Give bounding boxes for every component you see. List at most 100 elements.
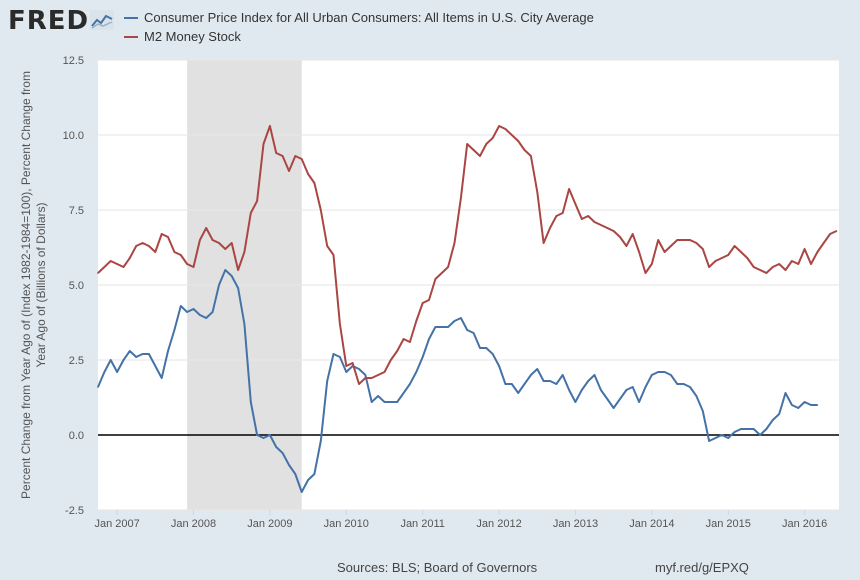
- data-point-m2: [135, 245, 137, 247]
- data-point-m2: [262, 143, 265, 145]
- data-point-m2: [421, 302, 424, 304]
- data-point-cpi: [778, 413, 780, 415]
- footer-link[interactable]: myf.red/g/EPXQ: [655, 560, 749, 575]
- data-point-cpi: [676, 383, 679, 385]
- data-point-m2: [498, 125, 500, 127]
- data-point-cpi: [377, 395, 379, 397]
- data-point-m2: [434, 278, 437, 280]
- data-point-m2: [587, 215, 589, 217]
- data-point-m2: [275, 152, 278, 154]
- data-point-cpi: [568, 389, 570, 391]
- data-point-cpi: [485, 347, 488, 349]
- data-point-cpi: [339, 356, 341, 358]
- data-point-m2: [644, 272, 647, 274]
- data-point-m2: [402, 338, 405, 340]
- data-point-m2: [109, 260, 112, 262]
- data-point-m2: [122, 266, 125, 268]
- data-point-cpi: [129, 350, 131, 352]
- x-tick-label: Jan 2014: [629, 518, 674, 530]
- data-point-cpi: [491, 353, 494, 355]
- data-point-cpi: [428, 338, 430, 340]
- data-point-cpi: [740, 428, 742, 430]
- data-point-cpi: [434, 326, 437, 328]
- data-point-m2: [517, 140, 519, 142]
- legend-item-m2[interactable]: M2 Money Stock: [124, 29, 241, 44]
- data-point-m2: [727, 254, 729, 256]
- legend-item-cpi[interactable]: Consumer Price Index for All Urban Consu…: [124, 10, 594, 25]
- data-point-cpi: [167, 350, 169, 352]
- x-tick-label: Jan 2011: [400, 518, 444, 530]
- data-point-cpi: [555, 383, 558, 385]
- data-point-m2: [294, 155, 297, 157]
- data-point-m2: [822, 242, 825, 244]
- data-point-m2: [740, 251, 742, 253]
- data-point-m2: [663, 251, 666, 253]
- data-point-cpi: [294, 473, 297, 475]
- data-point-cpi: [657, 371, 659, 373]
- data-point-m2: [682, 239, 685, 241]
- data-point-m2: [370, 377, 373, 379]
- data-point-m2: [320, 209, 322, 211]
- x-tick-label: Jan 2008: [171, 518, 216, 530]
- data-point-cpi: [587, 380, 589, 382]
- data-point-cpi: [523, 383, 526, 385]
- data-point-cpi: [670, 374, 672, 376]
- data-point-cpi: [421, 356, 424, 358]
- y-tick-label: 7.5: [69, 205, 84, 217]
- data-point-cpi: [600, 389, 602, 391]
- data-point-cpi: [498, 365, 500, 367]
- y-tick-label: -2.5: [65, 505, 84, 517]
- data-point-cpi: [192, 308, 195, 310]
- data-point-m2: [326, 245, 329, 247]
- data-point-m2: [154, 251, 157, 253]
- data-point-cpi: [612, 407, 615, 409]
- data-point-cpi: [453, 320, 456, 322]
- line-chart-icon: [90, 10, 114, 30]
- data-point-m2: [695, 242, 698, 244]
- data-point-cpi: [211, 311, 214, 313]
- data-point-m2: [593, 221, 596, 223]
- data-point-cpi: [205, 317, 207, 319]
- data-point-m2: [631, 233, 634, 235]
- x-tick-label: Jan 2009: [247, 518, 292, 530]
- data-point-m2: [358, 383, 360, 385]
- data-point-m2: [606, 227, 609, 229]
- x-tick-label: Jan 2016: [782, 518, 827, 530]
- data-point-m2: [160, 233, 163, 235]
- data-point-cpi: [581, 389, 583, 391]
- data-point-cpi: [619, 398, 621, 400]
- data-point-cpi: [186, 311, 188, 313]
- data-point-m2: [256, 200, 258, 202]
- data-point-cpi: [593, 374, 596, 376]
- data-point-cpi: [370, 401, 373, 403]
- data-point-m2: [345, 365, 348, 367]
- data-point-m2: [574, 203, 577, 205]
- data-point-m2: [523, 149, 526, 151]
- x-tick-label: Jan 2015: [706, 518, 751, 530]
- data-point-m2: [428, 299, 430, 301]
- data-point-m2: [129, 257, 131, 259]
- data-point-m2: [791, 260, 793, 262]
- data-point-m2: [676, 239, 679, 241]
- data-point-cpi: [638, 401, 640, 403]
- data-point-m2: [447, 266, 449, 268]
- data-point-cpi: [103, 371, 106, 373]
- y-tick-label: 12.5: [63, 55, 84, 67]
- data-point-m2: [339, 323, 341, 325]
- data-point-m2: [307, 173, 309, 175]
- data-point-m2: [441, 272, 443, 274]
- data-point-m2: [549, 227, 551, 229]
- data-point-m2: [746, 257, 749, 259]
- data-point-m2: [765, 272, 768, 274]
- data-point-m2: [415, 320, 418, 322]
- data-point-m2: [810, 263, 812, 265]
- data-point-cpi: [402, 392, 405, 394]
- y-tick-label: 5.0: [69, 280, 84, 292]
- data-point-cpi: [746, 428, 749, 430]
- data-point-m2: [511, 134, 513, 136]
- data-point-m2: [555, 215, 558, 217]
- fred-logo[interactable]: FRED: [8, 6, 90, 36]
- x-tick-label: Jan 2010: [324, 518, 369, 530]
- data-point-m2: [568, 188, 570, 190]
- data-point-cpi: [549, 380, 551, 382]
